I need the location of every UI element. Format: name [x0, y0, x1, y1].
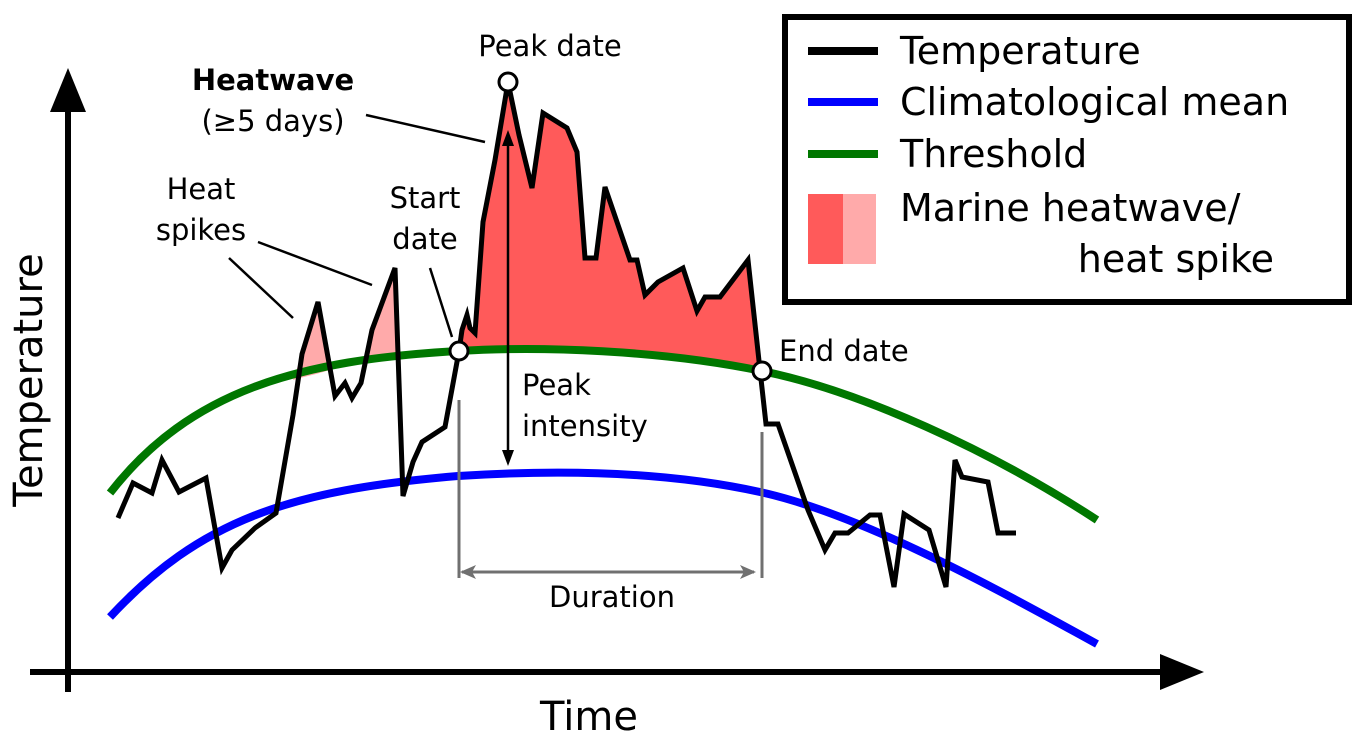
- legend-label-climatology: Climatological mean: [900, 80, 1289, 124]
- heat-spike-shading: [368, 268, 399, 358]
- peak-intensity-arrowhead-top: [502, 130, 514, 146]
- heat-spikes-label-line2: spikes: [156, 213, 246, 247]
- legend-swatch-heatwave: [808, 194, 843, 264]
- duration-label: Duration: [549, 580, 675, 614]
- y-axis-label: Temperature: [6, 253, 52, 507]
- heatwave-title: Heatwave: [192, 63, 354, 97]
- peak-intensity-label-line1: Peak: [522, 368, 591, 402]
- start-date-pointer: [428, 267, 454, 338]
- x-axis-label: Time: [539, 694, 638, 740]
- end-date-label: End date: [779, 334, 909, 368]
- legend-label-temperature: Temperature: [899, 29, 1141, 73]
- heatwave-subtitle: (≥5 days): [201, 104, 344, 138]
- start-date-marker: [448, 340, 470, 362]
- heat-spike-pointer-2: [257, 240, 373, 287]
- start-date-label-line2: date: [392, 222, 457, 256]
- legend-label-shading-line1: Marine heatwave/: [900, 186, 1241, 230]
- start-date-label-line1: Start: [390, 181, 461, 215]
- heat-spikes-label-line1: Heat: [167, 172, 236, 206]
- threshold-line: [106, 345, 1100, 524]
- legend: Temperature Climatological mean Threshol…: [782, 14, 1352, 305]
- legend-swatch-spike: [843, 194, 876, 264]
- legend-label-shading-line2: heat spike: [1078, 237, 1274, 281]
- temperature-line: [115, 81, 1016, 588]
- heat-spike-pointer-1: [228, 257, 294, 319]
- end-date-marker: [751, 360, 773, 382]
- peak-date-label: Peak date: [478, 29, 621, 63]
- legend-label-threshold: Threshold: [899, 132, 1087, 176]
- heatwave-shading: [459, 82, 760, 370]
- heatwave-pointer: [365, 113, 486, 144]
- x-axis-arrowhead: [1160, 654, 1204, 690]
- peak-intensity-label-line2: intensity: [522, 409, 648, 443]
- peak-intensity-arrowhead-bottom: [502, 450, 514, 466]
- y-axis-arrowhead: [50, 68, 86, 112]
- legend-box: [782, 14, 1352, 305]
- peak-date-marker: [497, 71, 519, 93]
- climatological-mean-line: [107, 468, 1099, 648]
